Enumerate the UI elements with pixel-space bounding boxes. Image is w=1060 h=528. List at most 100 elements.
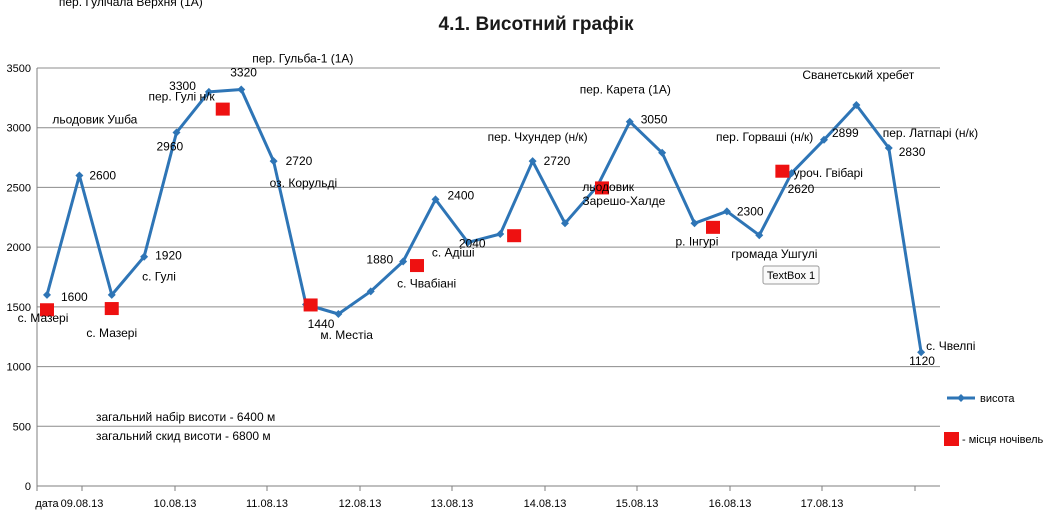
- value-label: 1120: [909, 354, 935, 368]
- data-point: [625, 117, 634, 126]
- camp-marker: [40, 303, 54, 317]
- place-label: пер. Гулічала Верхня (1А): [59, 0, 203, 9]
- camp-marker: [595, 181, 609, 195]
- place-label: с. Чвелпі: [926, 339, 975, 353]
- value-label: 2720: [286, 154, 313, 168]
- place-label: м. Местіа: [320, 328, 373, 342]
- x-tick-label: 09.08.13: [61, 498, 104, 510]
- legend: висота - місця ночівель: [944, 393, 1044, 446]
- place-label: льодовик: [582, 180, 634, 194]
- y-tick-label: 1500: [7, 302, 31, 314]
- value-label: 2600: [89, 168, 116, 182]
- place-label: оз. Корульді: [270, 176, 338, 190]
- data-point: [140, 252, 149, 261]
- place-label: с. Гулі: [142, 270, 176, 284]
- series-layer: [40, 85, 926, 357]
- place-label: р. Інгурі: [676, 234, 719, 248]
- data-point: [237, 85, 246, 94]
- data-point: [787, 169, 796, 178]
- data-point: [722, 207, 731, 216]
- camp-marker: [410, 259, 424, 273]
- data-point: [852, 101, 861, 110]
- value-label: 1920: [155, 249, 182, 263]
- place-label: пер. Горваші (н/к): [716, 130, 813, 144]
- place-label: громада Ушгулі: [731, 247, 817, 261]
- value-label: 3050: [641, 113, 668, 127]
- data-point: [755, 231, 764, 240]
- data-point: [917, 348, 926, 357]
- value-label: 2620: [788, 182, 815, 196]
- y-tick-label: 2000: [7, 242, 31, 254]
- place-label: пер. Карета (1А): [580, 83, 671, 97]
- data-point: [43, 290, 51, 299]
- x-tick-label: 10.08.13: [154, 498, 197, 510]
- value-label: 2830: [899, 145, 926, 159]
- data-point: [269, 157, 278, 166]
- x-tick-label: 11.08.13: [246, 498, 288, 510]
- legend-label: висота: [980, 393, 1015, 405]
- x-tick-label: 16.08.13: [709, 498, 752, 510]
- data-point: [884, 144, 893, 153]
- value-label: 2400: [448, 188, 475, 202]
- value-label: 2899: [832, 126, 859, 140]
- camp-marker: [507, 229, 522, 243]
- camp-marker: [706, 220, 720, 234]
- place-label: с. Мазері: [18, 311, 69, 325]
- data-point: [690, 219, 699, 228]
- point-labels: 1600 с. Мазері 2600 льодовик Ушба с. Мазері 1…: [18, 0, 978, 368]
- elevation-line: [45, 88, 923, 353]
- data-point: [431, 195, 440, 204]
- data-point: [366, 287, 375, 296]
- data-point: [75, 171, 84, 180]
- annotations: загальний набір висоти - 6400 м загальний…: [96, 265, 820, 443]
- place-label: с. Адіші: [432, 245, 475, 259]
- place-label: с. Мазері: [86, 326, 137, 340]
- value-label: 3300: [169, 79, 196, 93]
- data-point: [528, 157, 537, 166]
- total-ascent-note: загальний набір висоти - 6400 м: [96, 410, 275, 424]
- value-label: 2960: [157, 139, 184, 153]
- data-point: [820, 135, 828, 144]
- place-label: пер. Чхундер (н/к): [488, 130, 588, 144]
- place-label: пер. Гульба-1 (1А): [252, 51, 353, 65]
- textbox-frame: [762, 265, 820, 285]
- place-label: льодовик Ушба: [52, 112, 137, 126]
- value-label: 2720: [544, 154, 571, 168]
- data-point: [399, 257, 408, 266]
- legend-point-swatch: [957, 394, 965, 402]
- y-tick-label: 500: [13, 421, 31, 433]
- place-label: с. Чвабіані: [397, 276, 456, 290]
- data-point: [107, 290, 116, 299]
- place-label: пер. Гулі н/к: [149, 89, 216, 103]
- value-label: 1600: [61, 290, 88, 304]
- x-tick-label: 15.08.13: [616, 498, 659, 510]
- y-axis-ticks: 0 500 1000 1500 2000 2500 3000 3500: [7, 63, 31, 493]
- data-point: [463, 238, 472, 247]
- y-tick-label: 0: [25, 481, 31, 493]
- data-point: [204, 87, 213, 96]
- data-point: [496, 230, 505, 239]
- y-tick-label: 2500: [7, 182, 31, 194]
- value-label: 2300: [737, 204, 764, 218]
- x-axis-ticks: дата 09.08.13 10.08.13 11.08.13 12.08.13 13.0…: [35, 498, 843, 510]
- place-label: Сванетський хребет: [802, 68, 914, 82]
- value-label: 1440: [308, 317, 335, 331]
- value-label: 1880: [366, 252, 393, 266]
- x-tick-label: 14.08.13: [524, 498, 567, 510]
- textbox-label: TextBox 1: [767, 270, 815, 282]
- value-label: 3320: [230, 65, 257, 79]
- camp-marker: [303, 298, 318, 312]
- camp-marker: [775, 164, 790, 178]
- data-point: [658, 148, 667, 157]
- place-label: Зарешо-Халде: [582, 194, 665, 208]
- x-tick-label: 12.08.13: [339, 498, 382, 510]
- place-label: уроч. Гвібарі: [794, 166, 863, 180]
- y-tick-label: 3500: [7, 63, 31, 75]
- place-label: пер. Латпарі (н/к): [883, 126, 978, 140]
- data-point: [172, 128, 181, 137]
- data-point: [334, 310, 343, 319]
- axes: [36, 68, 940, 491]
- data-point: [561, 219, 569, 228]
- value-label: 2040: [459, 236, 486, 250]
- legend-square-swatch: [944, 432, 959, 446]
